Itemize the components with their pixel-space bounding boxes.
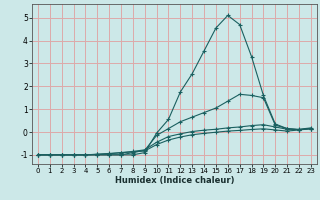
- X-axis label: Humidex (Indice chaleur): Humidex (Indice chaleur): [115, 176, 234, 185]
